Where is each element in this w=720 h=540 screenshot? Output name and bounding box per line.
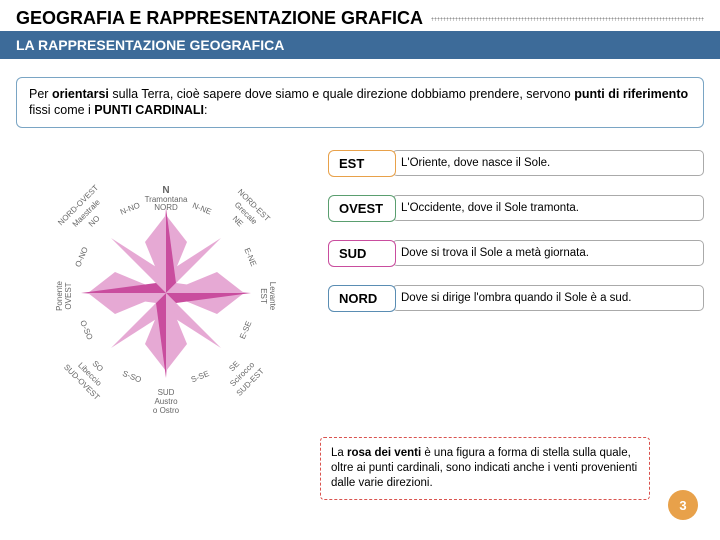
svg-text:S-SE: S-SE (190, 369, 211, 384)
def-text-nord: Dove si dirige l'ombra quando il Sole è … (392, 285, 704, 312)
svg-text:Ponente: Ponente (55, 280, 64, 310)
svg-text:Austro: Austro (154, 397, 178, 406)
svg-text:NORD: NORD (154, 203, 178, 212)
page-number: 3 (668, 490, 698, 520)
content-area: N Tramontana NORD SUD Austro o Ostro EST… (0, 128, 720, 443)
bottom-note: La rosa dei venti è una figura a forma d… (320, 437, 650, 500)
svg-text:S-SO: S-SO (121, 368, 143, 384)
def-row-sud: SUD Dove si trova il Sole a metà giornat… (328, 240, 704, 267)
def-row-est: EST L'Oriente, dove nasce il Sole. (328, 150, 704, 177)
def-row-ovest: OVEST L'Occidente, dove il Sole tramonta… (328, 195, 704, 222)
def-text-sud: Dove si trova il Sole a metà giornata. (392, 240, 704, 267)
page-title: GEOGRAFIA E RAPPRESENTAZIONE GRAFICA (16, 8, 423, 29)
svg-text:N-NO: N-NO (119, 200, 141, 216)
svg-text:o Ostro: o Ostro (153, 406, 180, 415)
intro-post: : (204, 103, 207, 117)
intro-box: Per orientarsi sulla Terra, cioè sapere … (16, 77, 704, 128)
svg-text:EST: EST (259, 288, 268, 304)
def-label-est: EST (328, 150, 396, 177)
compass-rose: N Tramontana NORD SUD Austro o Ostro EST… (16, 138, 316, 443)
intro-b2: punti di riferimento (574, 87, 688, 101)
svg-text:N-NE: N-NE (191, 200, 213, 216)
svg-text:E-NE: E-NE (242, 246, 258, 267)
title-dots (431, 17, 704, 21)
svg-text:Levante: Levante (268, 281, 277, 310)
intro-b3: PUNTI CARDINALI (94, 103, 204, 117)
def-row-nord: NORD Dove si dirige l'ombra quando il So… (328, 285, 704, 312)
intro-pre: Per (29, 87, 52, 101)
intro-b1: orientarsi (52, 87, 109, 101)
svg-text:SUD: SUD (158, 388, 175, 397)
svg-text:OVEST: OVEST (64, 282, 73, 309)
bottom-b1: rosa dei venti (347, 447, 421, 459)
svg-text:O-SO: O-SO (78, 318, 94, 340)
def-text-ovest: L'Occidente, dove il Sole tramonta. (392, 195, 704, 222)
svg-text:O-NO: O-NO (73, 245, 89, 268)
def-label-nord: NORD (328, 285, 396, 312)
def-text-est: L'Oriente, dove nasce il Sole. (392, 150, 704, 177)
bottom-pre: La (331, 447, 347, 459)
def-label-ovest: OVEST (328, 195, 396, 222)
definitions-list: EST L'Oriente, dove nasce il Sole. OVEST… (328, 138, 704, 443)
subtitle-bar: LA RAPPRESENTAZIONE GEOGRAFICA (0, 31, 720, 59)
intro-mid: sulla Terra, cioè sapere dove siamo e qu… (109, 87, 574, 101)
def-label-sud: SUD (328, 240, 396, 267)
svg-text:E-SE: E-SE (238, 319, 254, 340)
intro-mid2: fissi come i (29, 103, 94, 117)
title-row: GEOGRAFIA E RAPPRESENTAZIONE GRAFICA (0, 0, 720, 29)
